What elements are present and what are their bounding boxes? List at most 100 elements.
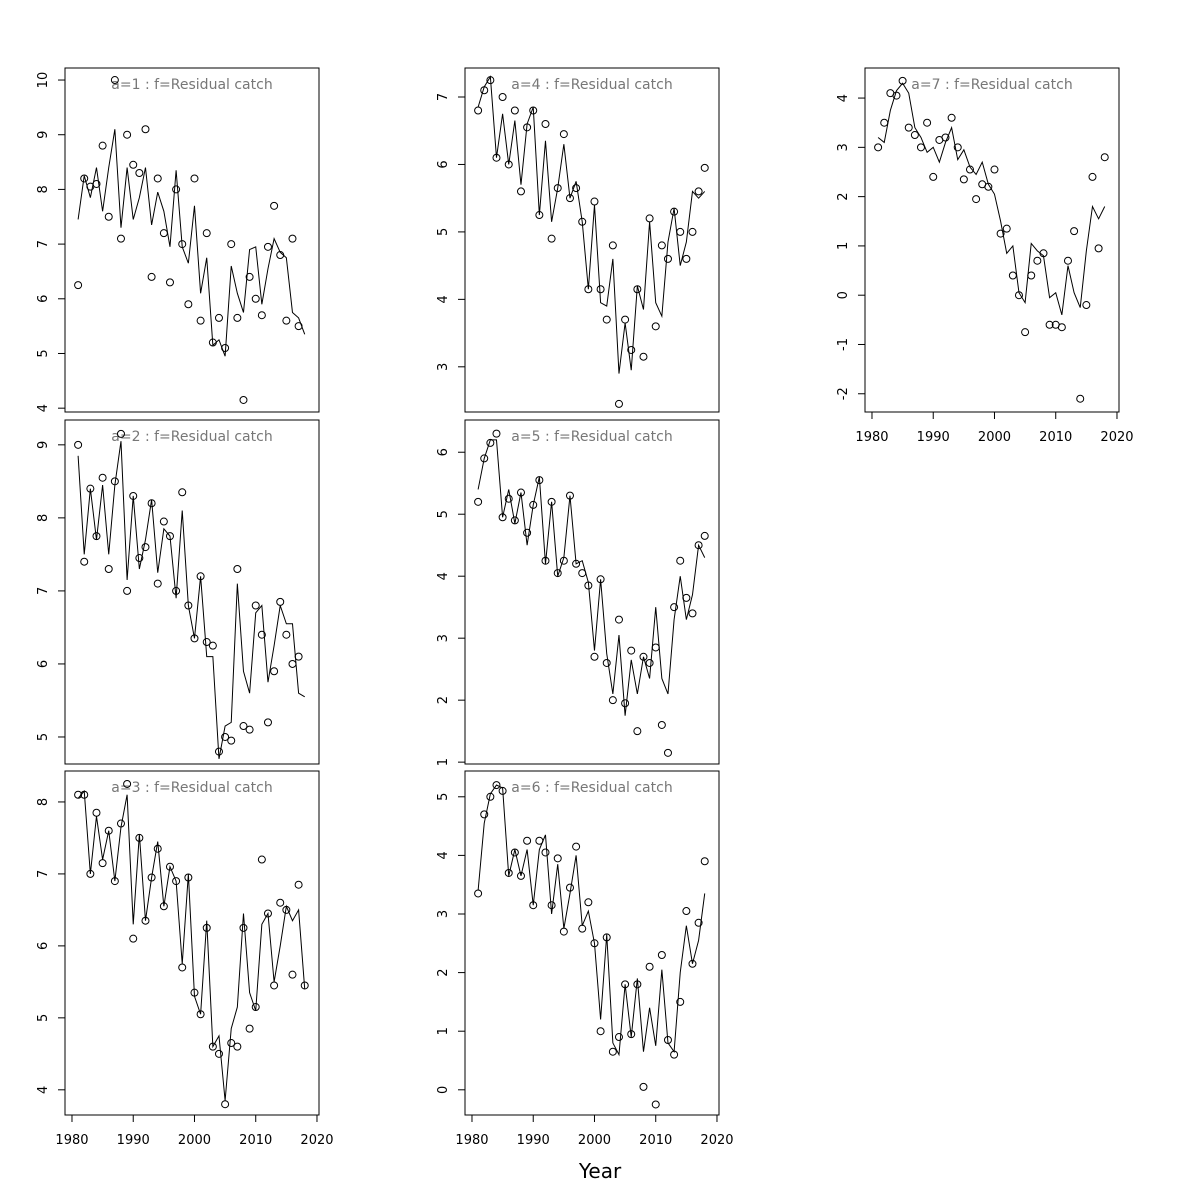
- data-point: [559, 927, 568, 936]
- plot-frame: [64, 67, 320, 413]
- data-point: [178, 963, 187, 972]
- y-tick-label: 4: [36, 1086, 51, 1094]
- data-point: [104, 564, 113, 573]
- data-point: [657, 241, 666, 250]
- data-point: [1070, 227, 1079, 236]
- data-point: [602, 315, 611, 324]
- data-point: [141, 125, 150, 134]
- data-point: [214, 1049, 223, 1058]
- data-point: [916, 143, 925, 152]
- data-point: [621, 315, 630, 324]
- plot-frame: [64, 419, 320, 765]
- data-point: [590, 652, 599, 661]
- y-tick-label: 4: [836, 94, 851, 102]
- fitted-line: [77, 441, 305, 759]
- data-point: [547, 234, 556, 243]
- data-point: [263, 242, 272, 251]
- panel-title: a=5 : f=Residual catch: [511, 429, 672, 445]
- fitted-line: [477, 784, 706, 1057]
- x-tick-label: 2020: [1100, 430, 1133, 445]
- data-point: [245, 725, 254, 734]
- data-point: [700, 163, 709, 172]
- data-point: [98, 473, 107, 482]
- data-point: [602, 658, 611, 667]
- data-point: [904, 123, 913, 132]
- x-tick-label: 1980: [55, 1133, 88, 1148]
- x-axis-label: Year: [578, 1159, 622, 1183]
- data-point: [1027, 271, 1036, 280]
- y-tick-label: 4: [436, 851, 451, 859]
- data-point: [1008, 271, 1017, 280]
- data-point: [98, 141, 107, 150]
- data-point: [116, 234, 125, 243]
- data-point: [510, 516, 519, 525]
- data-point: [645, 962, 654, 971]
- data-point: [92, 808, 101, 817]
- data-point: [251, 294, 260, 303]
- x-tick-label: 2000: [978, 430, 1011, 445]
- data-point: [276, 597, 285, 606]
- data-point: [559, 130, 568, 139]
- fitted-line: [77, 129, 306, 357]
- y-tick-label: 5: [36, 733, 51, 741]
- panel: a=2 : f=Residual catch 5 6 7 8 9: [36, 419, 320, 765]
- data-point: [129, 934, 138, 943]
- data-point: [565, 883, 574, 892]
- fitted-line: [477, 439, 706, 716]
- data-point: [270, 201, 279, 210]
- data-point: [227, 736, 236, 745]
- x-tick-label: 2010: [639, 1133, 672, 1148]
- y-tick-label: 9: [36, 131, 51, 139]
- data-point: [596, 285, 605, 294]
- data-point: [1082, 301, 1091, 310]
- data-point: [257, 630, 266, 639]
- data-point: [633, 727, 642, 736]
- data-point: [492, 429, 501, 438]
- data-point: [700, 531, 709, 540]
- data-point: [239, 395, 248, 404]
- data-point: [202, 638, 211, 647]
- data-point: [282, 316, 291, 325]
- data-point: [233, 313, 242, 322]
- data-point: [245, 1024, 254, 1033]
- data-point: [141, 543, 150, 552]
- data-point: [584, 898, 593, 907]
- data-point: [147, 272, 156, 281]
- data-point: [898, 76, 907, 85]
- data-point: [214, 313, 223, 322]
- y-tick-label: 8: [36, 185, 51, 193]
- plot-frame: [64, 770, 320, 1116]
- x-tick-label: 2000: [578, 1133, 611, 1148]
- data-point: [172, 185, 181, 194]
- data-point: [651, 643, 660, 652]
- data-point: [663, 748, 672, 757]
- data-point: [276, 898, 285, 907]
- x-tick-label: 1990: [517, 1133, 550, 1148]
- data-point: [1063, 256, 1072, 265]
- y-tick-label: 4: [36, 404, 51, 412]
- data-point: [880, 118, 889, 127]
- y-tick-label: 7: [436, 93, 451, 101]
- data-point: [682, 254, 691, 263]
- data-point: [159, 517, 168, 526]
- data-point: [263, 718, 272, 727]
- data-point: [135, 554, 144, 563]
- data-point: [492, 781, 501, 790]
- y-tick-label: 6: [36, 660, 51, 668]
- data-point: [682, 907, 691, 916]
- data-point: [972, 195, 981, 204]
- data-point: [80, 174, 89, 183]
- data-point: [657, 720, 666, 729]
- y-tick-label: 6: [36, 942, 51, 950]
- data-point: [651, 1100, 660, 1109]
- x-tick-label: 2020: [700, 1133, 733, 1148]
- data-point: [239, 722, 248, 731]
- data-point: [621, 699, 630, 708]
- data-point: [614, 615, 623, 624]
- data-point: [657, 951, 666, 960]
- data-point: [208, 641, 217, 650]
- data-point: [516, 187, 525, 196]
- data-point: [578, 924, 587, 933]
- y-tick-label: 6: [436, 448, 451, 456]
- data-point: [541, 848, 550, 857]
